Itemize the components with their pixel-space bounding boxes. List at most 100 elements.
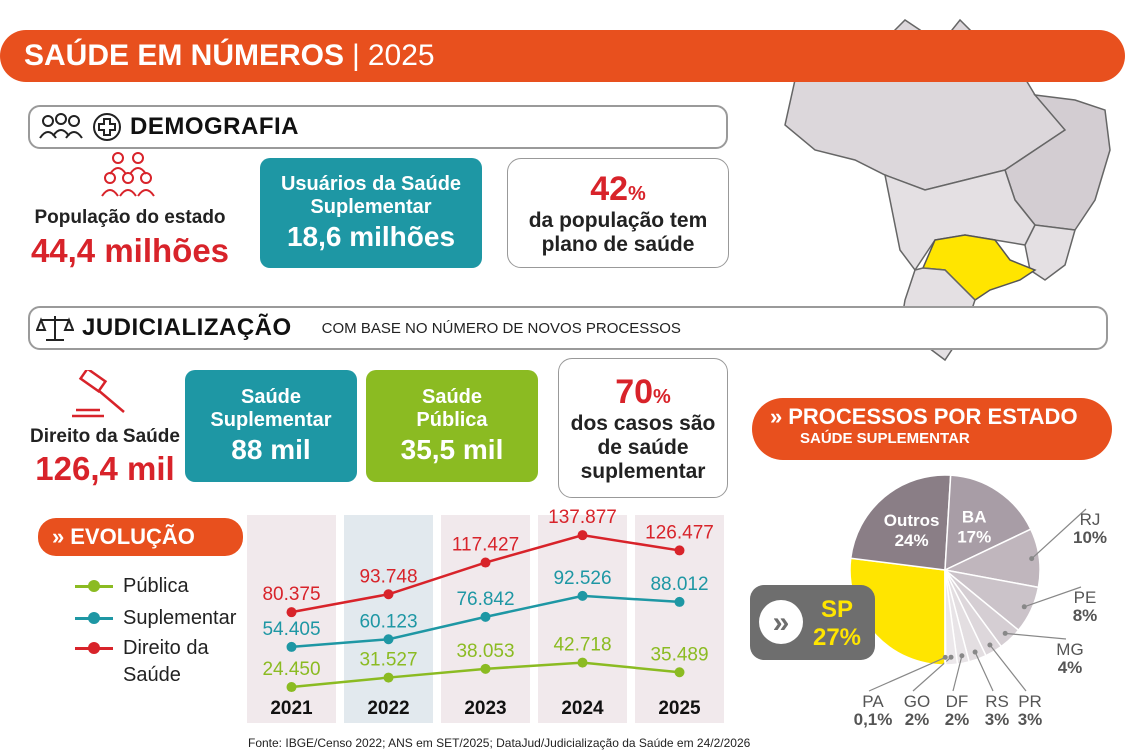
data-point-1-3 [577,590,588,601]
legend-item-suplementar: Suplementar [75,602,245,634]
pie-label-pe: PE [1074,588,1097,607]
plano-text-1: da população tem [528,208,708,232]
suplementar-value: 88 mil [231,434,311,465]
pie-leader-line-pe [1024,586,1082,608]
x-tick-label-2023: 2023 [464,698,506,719]
pie-label-outros: Outros [884,511,940,530]
publica-tile: Saúde Pública 35,5 mil [366,370,538,482]
data-label-0-2: 38.053 [456,641,514,662]
data-label-2-3: 137.877 [548,507,617,528]
header-year: 2025 [367,39,435,72]
evolucao-pill: » EVOLUÇÃO [38,518,243,556]
data-label-0-0: 24.450 [262,659,320,680]
casos-percent-value: 70 [615,372,654,411]
data-label-1-2: 76.842 [456,589,514,610]
people-icon [38,112,84,142]
chevron-double-icon: » [770,404,783,429]
legend-swatch-suplementar [75,611,113,624]
data-label-1-4: 88.012 [650,574,708,595]
casos-percent-box: 70% dos casos são de saúde suplementar [558,358,728,498]
judicializacao-section-bar: JUDICIALIZAÇÃO COM BASE NO NÚMERO DE NOV… [28,306,1108,350]
publica-label-1: Saúde [421,386,483,408]
evolucao-legend: Pública Suplementar Direito da Saúde [75,570,245,688]
pie-leader-line-pr [989,644,1027,692]
usuarios-value: 18,6 milhões [286,221,456,252]
pie-value-sp: 27% [813,624,861,651]
x-tick-label-2021: 2021 [270,698,313,719]
data-point-1-4 [674,596,685,607]
plano-percent-sign: % [628,182,646,205]
data-point-1-1 [383,634,394,645]
pie-slice-outros [849,474,952,571]
legend-label-direito-2: Saúde [123,663,181,686]
pie-slice-ba [944,474,1032,572]
header-separator: | [352,39,360,72]
health-cross-icon [92,112,122,142]
processos-pie-chart: Outros24%BA17%RJ10%PE8%MG4%PR3%RS3%DF2%G… [750,474,1107,729]
pie-label-sp: SP [821,596,853,623]
pie-leader-dot-mg [1002,630,1008,636]
pie-value-ba: 17% [957,528,991,547]
plano-text-2: plano de saúde [541,232,695,256]
data-label-2-0: 80.375 [262,584,320,605]
data-point-0-4 [674,667,685,678]
data-point-0-3 [577,657,588,668]
data-point-1-2 [480,611,491,622]
pie-value-df: 2% [945,710,970,729]
chevron-double-icon: » [52,524,65,549]
plano-percent-box: 42% da população tem plano de saúde [507,158,729,268]
pie-leader-line-mg [1005,632,1067,640]
data-label-1-0: 54.405 [262,619,320,640]
data-label-2-4: 126.477 [645,522,714,543]
data-point-0-1 [383,672,394,683]
data-point-2-2 [480,557,491,568]
gavel-icon [68,370,132,420]
pie-value-mg: 4% [1058,658,1083,677]
publica-value: 35,5 mil [400,434,504,465]
processos-title: PROCESSOS POR ESTADO [788,404,1078,429]
processos-subtitle: SAÚDE SUPLEMENTAR [800,430,970,447]
pie-label-go: GO [904,692,930,711]
pie-value-pe: 8% [1073,606,1098,625]
pie-label-mg: MG [1056,640,1083,659]
pie-leader-line-pa [868,656,946,692]
pie-value-rj: 10% [1073,528,1107,547]
pie-value-outros: 24% [895,531,929,550]
demografia-section-bar: DEMOGRAFIA [28,105,728,149]
data-point-2-0 [286,607,297,618]
pie-label-pr: PR [1018,692,1042,711]
population-label: População do estado [34,207,226,228]
legend-swatch-direito [75,641,113,654]
usuarios-label-2: Suplementar [310,196,432,218]
evolucao-title: EVOLUÇÃO [70,524,195,549]
usuarios-tile: Usuários da Saúde Suplementar 18,6 milhõ… [260,158,482,268]
direito-label: Direito da Saúde [30,426,180,447]
chevron-double-icon: » [773,606,790,639]
pie-leader-line-rj [1031,508,1087,560]
judicializacao-title: JUDICIALIZAÇÃO [82,314,292,341]
demografia-title: DEMOGRAFIA [130,113,299,140]
pie-label-rj: RJ [1080,510,1101,529]
data-label-1-1: 60.123 [359,611,417,632]
data-label-0-4: 35.489 [650,644,708,665]
year-column-bg-2022 [344,515,433,723]
data-label-0-1: 31.527 [359,650,417,671]
legend-label-direito-1: Direito da [123,636,209,659]
x-tick-label-2022: 2022 [367,698,409,719]
pie-value-pa: 0,1% [854,710,893,729]
legend-item-direito-cont: Saúde [75,662,245,688]
suplementar-tile: Saúde Suplementar 88 mil [185,370,357,482]
data-label-0-3: 42.718 [553,635,611,656]
pie-leader-dot-pe [1021,604,1027,610]
suplementar-label-2: Suplementar [210,409,332,431]
pie-leader-line-rs [974,651,994,692]
header-banner: SAÚDE EM NÚMEROS | 2025 [0,30,1125,82]
evolucao-line-chart: 2021 2022 2023 2024 2025 24.450 31.527 38.053 42… [247,507,724,723]
pie-label-df: DF [946,692,969,711]
casos-percent-sign: % [653,385,671,408]
legend-item-publica: Pública [75,570,245,602]
data-point-1-0 [286,641,297,652]
year-column-bg-2024 [538,515,627,723]
legend-label-suplementar: Suplementar [123,606,237,629]
pie-label-rs: RS [985,692,1009,711]
